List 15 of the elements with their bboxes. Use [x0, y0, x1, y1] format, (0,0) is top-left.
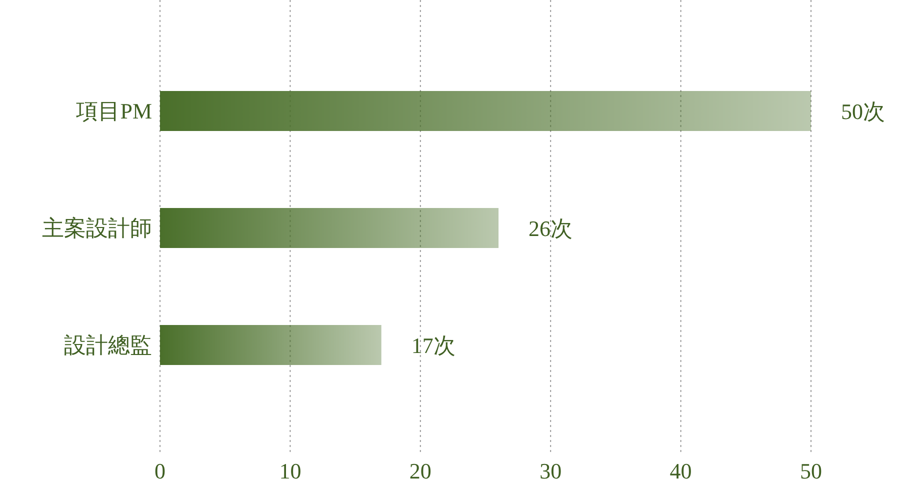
data-label: 50次: [841, 98, 885, 124]
bar: [160, 208, 499, 248]
x-tick-label: 40: [670, 458, 692, 484]
x-tick-label: 0: [154, 458, 166, 484]
bar: [160, 91, 811, 131]
x-tick-label: 20: [409, 458, 432, 484]
y-tick-label: 設計總監: [64, 332, 152, 358]
y-tick-label: 項目PM: [75, 98, 152, 124]
x-tick-label: 30: [540, 458, 562, 484]
data-label: 26次: [528, 216, 573, 241]
y-tick-label: 主案設計師: [42, 215, 152, 240]
x-tick-label: 10: [279, 458, 302, 484]
x-tick-label: 50: [800, 458, 822, 484]
data-label: 17次: [411, 332, 456, 358]
bar: [160, 325, 382, 365]
